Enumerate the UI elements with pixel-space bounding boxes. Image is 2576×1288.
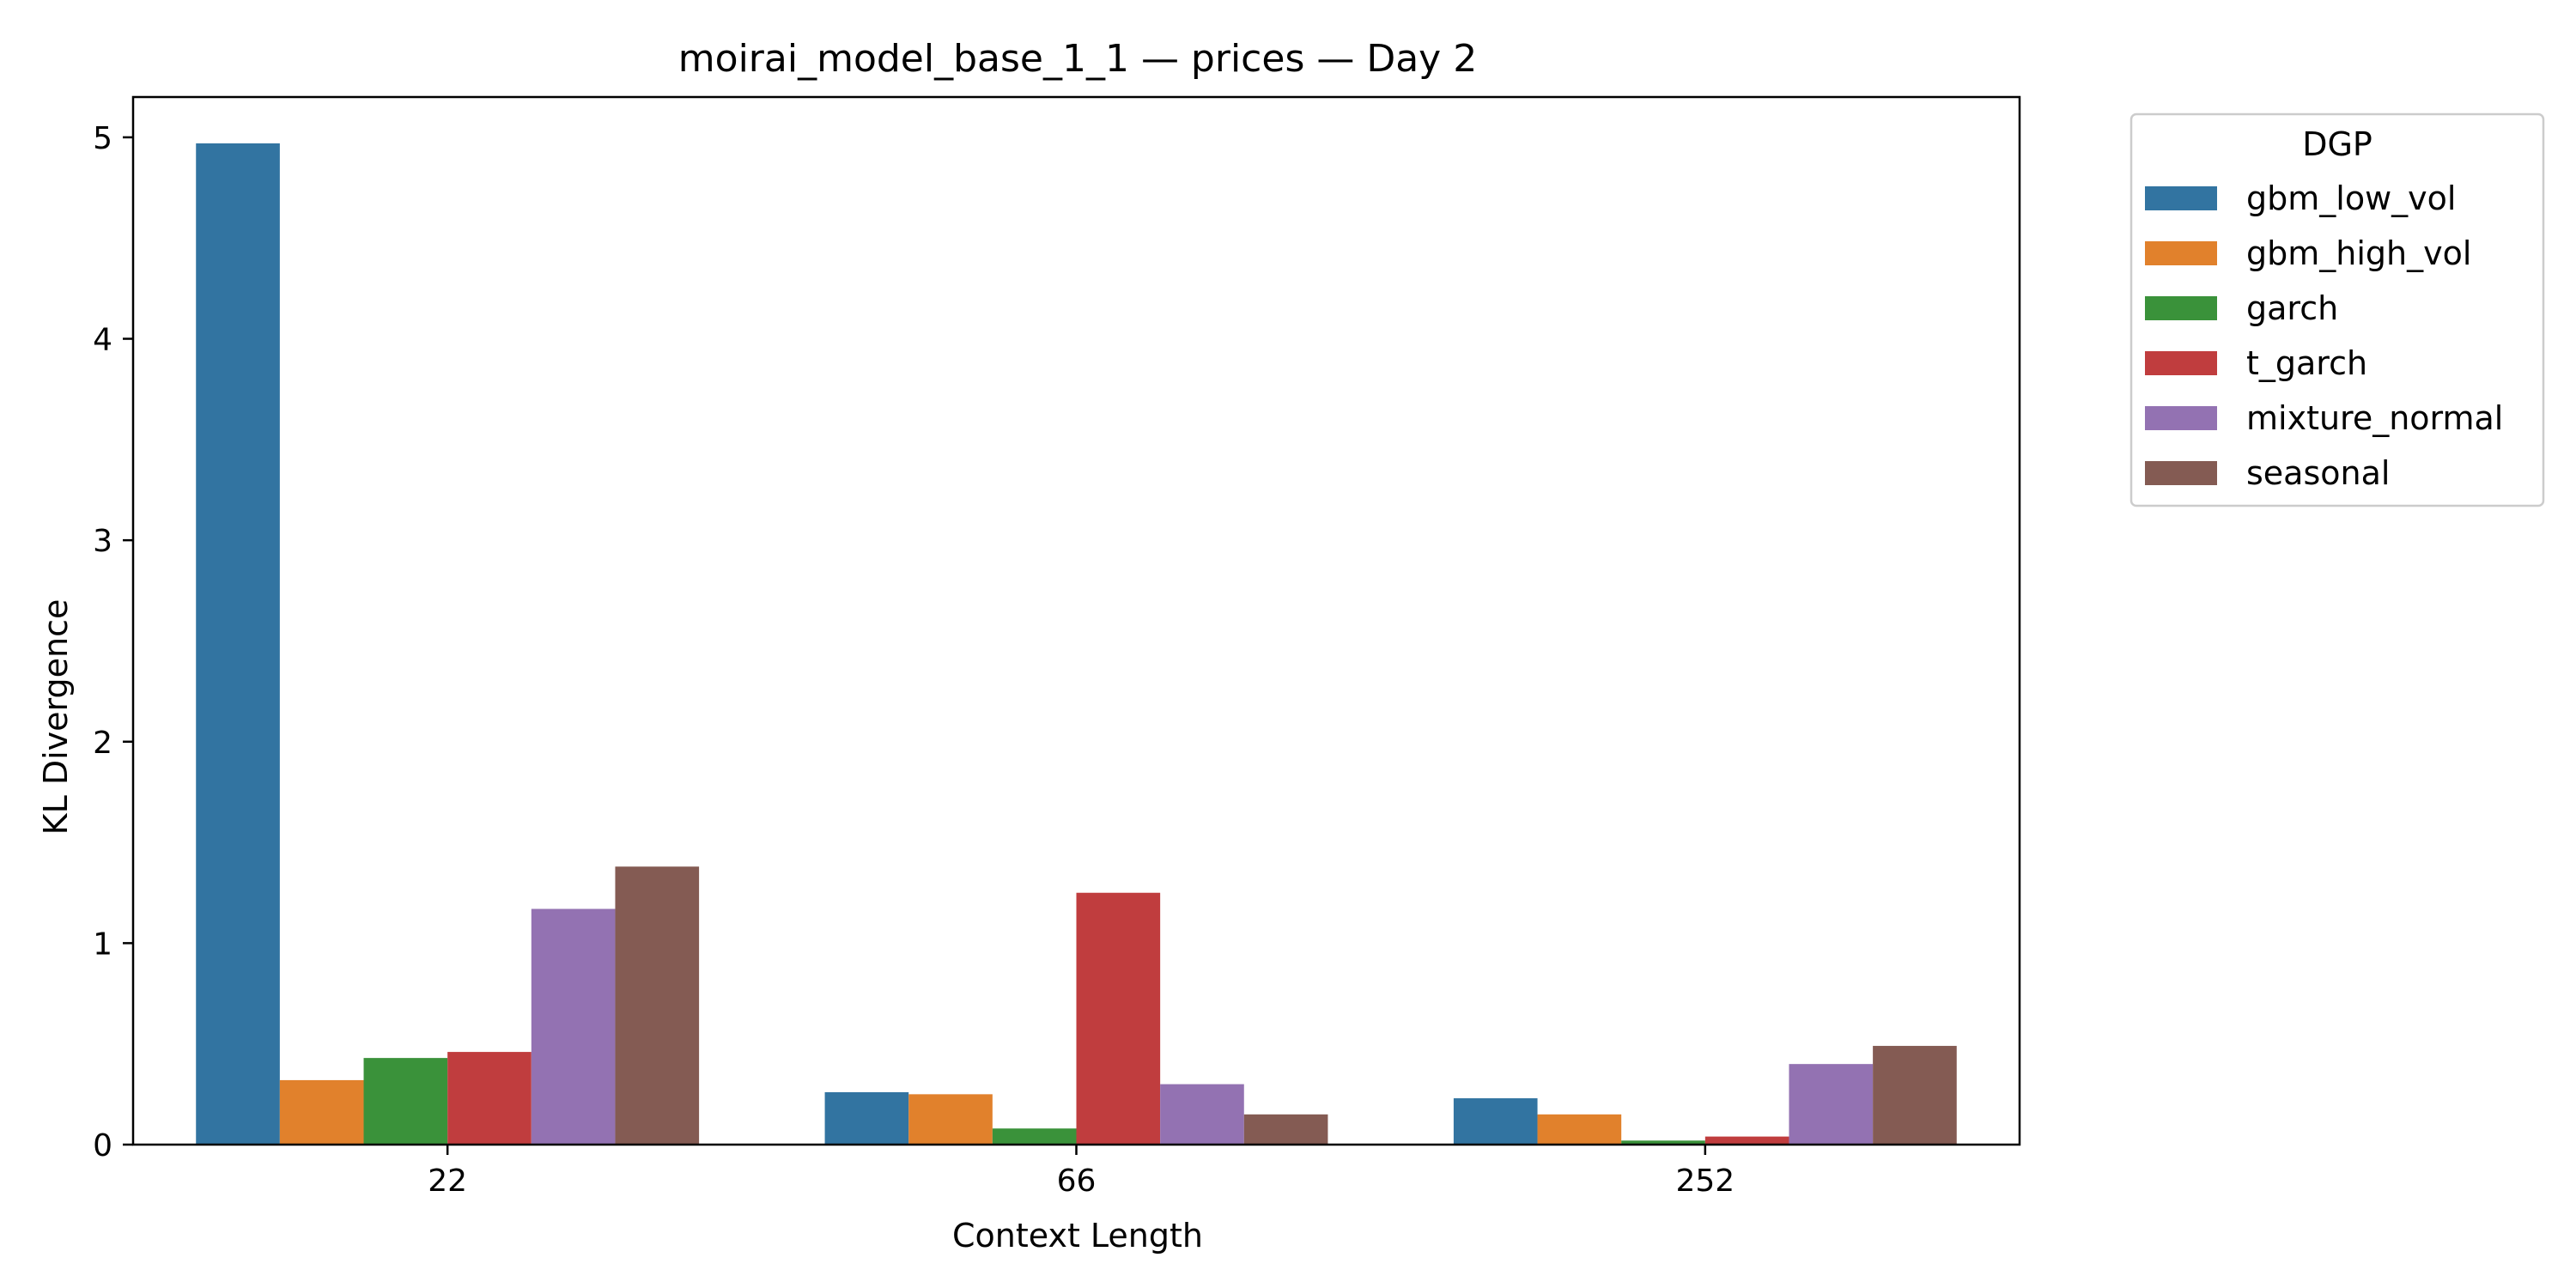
y-tick-label: 4 <box>93 323 112 358</box>
y-axis-ticks: 0 1 2 3 4 5 <box>93 121 133 1163</box>
legend-swatch-t_garch <box>2145 351 2217 375</box>
x-tick-label: 66 <box>1057 1163 1097 1199</box>
bar-t_garch-252 <box>1704 1136 1789 1145</box>
legend-label-garch[interactable]: garch <box>2246 289 2338 327</box>
legend-box <box>2129 112 2545 507</box>
bar-gbm_low_vol-66 <box>824 1092 909 1145</box>
y-tick-label: 2 <box>93 726 112 761</box>
x-tick-label: 252 <box>1675 1163 1735 1199</box>
bar-gbm_high_vol-66 <box>908 1094 993 1145</box>
bar-t_garch-22 <box>447 1052 532 1145</box>
y-axis-label: KL Divergence <box>37 599 75 835</box>
bar-gbm_low_vol-252 <box>1453 1098 1538 1145</box>
y-tick-label: 3 <box>93 524 112 559</box>
legend-swatch-gbm_low_vol <box>2145 186 2217 210</box>
bar-garch-66 <box>992 1128 1077 1145</box>
bar-seasonal-252 <box>1873 1046 1957 1145</box>
y-tick-label: 1 <box>93 927 112 962</box>
chart-title: moirai_model_base_1_1 — prices — Day 2 <box>678 37 1477 81</box>
bar-seasonal-22 <box>615 866 700 1145</box>
bar-garch-22 <box>363 1058 448 1145</box>
bar-seasonal-66 <box>1243 1114 1328 1145</box>
bar-mixture_normal-252 <box>1789 1064 1874 1145</box>
bar-gbm_high_vol-22 <box>279 1079 364 1145</box>
x-axis-ticks: 22 66 252 <box>428 1145 1735 1199</box>
legend-label-seasonal[interactable]: seasonal <box>2246 454 2390 492</box>
legend-swatch-mixture_normal <box>2145 406 2217 430</box>
legend-label-mixture_normal[interactable]: mixture_normal <box>2246 399 2503 437</box>
y-tick-label: 0 <box>93 1128 112 1163</box>
plot-area-frame <box>131 95 2021 1146</box>
bar-gbm_high_vol-252 <box>1537 1114 1622 1145</box>
legend-label-gbm_high_vol[interactable]: gbm_high_vol <box>2246 234 2471 272</box>
bar-t_garch-66 <box>1076 892 1161 1145</box>
legend-swatch-seasonal <box>2145 461 2217 485</box>
legend-title: DGP <box>2302 125 2372 163</box>
bar-mixture_normal-22 <box>531 908 616 1145</box>
bar-gbm_low_vol-22 <box>196 143 280 1145</box>
legend-label-gbm_low_vol[interactable]: gbm_low_vol <box>2246 179 2456 217</box>
legend-swatch-garch <box>2145 296 2217 320</box>
bar-garch-252 <box>1621 1140 1705 1145</box>
bars-layer <box>196 143 1957 1145</box>
y-tick-label: 5 <box>93 121 112 156</box>
bar-mixture_normal-66 <box>1160 1084 1244 1145</box>
legend-label-t_garch[interactable]: t_garch <box>2246 344 2367 382</box>
legend-swatch-gbm_high_vol <box>2145 241 2217 265</box>
x-tick-label: 22 <box>428 1163 467 1199</box>
x-axis-label: Context Length <box>952 1217 1203 1255</box>
